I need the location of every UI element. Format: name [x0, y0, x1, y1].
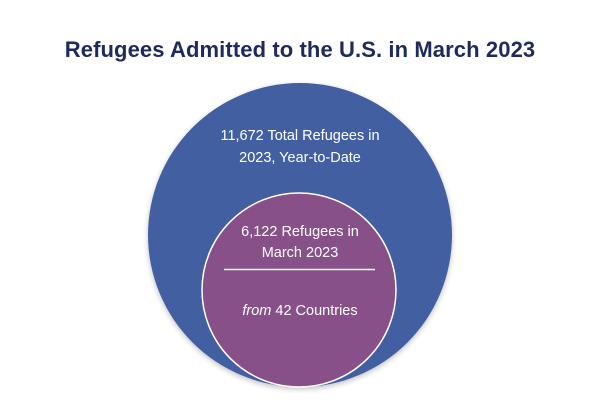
outer-circle-line-1: 11,672 Total Refugees in	[220, 128, 379, 144]
page-title: Refugees Admitted to the U.S. in March 2…	[64, 37, 536, 62]
from-word: from	[242, 303, 271, 319]
outer-circle-line-2: 2023, Year-to-Date	[239, 150, 361, 166]
inner-circle	[201, 192, 397, 388]
inner-circle-line-1: 6,122 Refugees in	[241, 224, 359, 240]
countries-text: from 42 Countries	[242, 303, 357, 319]
countries-count: 42 Countries	[271, 303, 357, 319]
inner-circle-line-2: March 2023	[262, 245, 339, 261]
